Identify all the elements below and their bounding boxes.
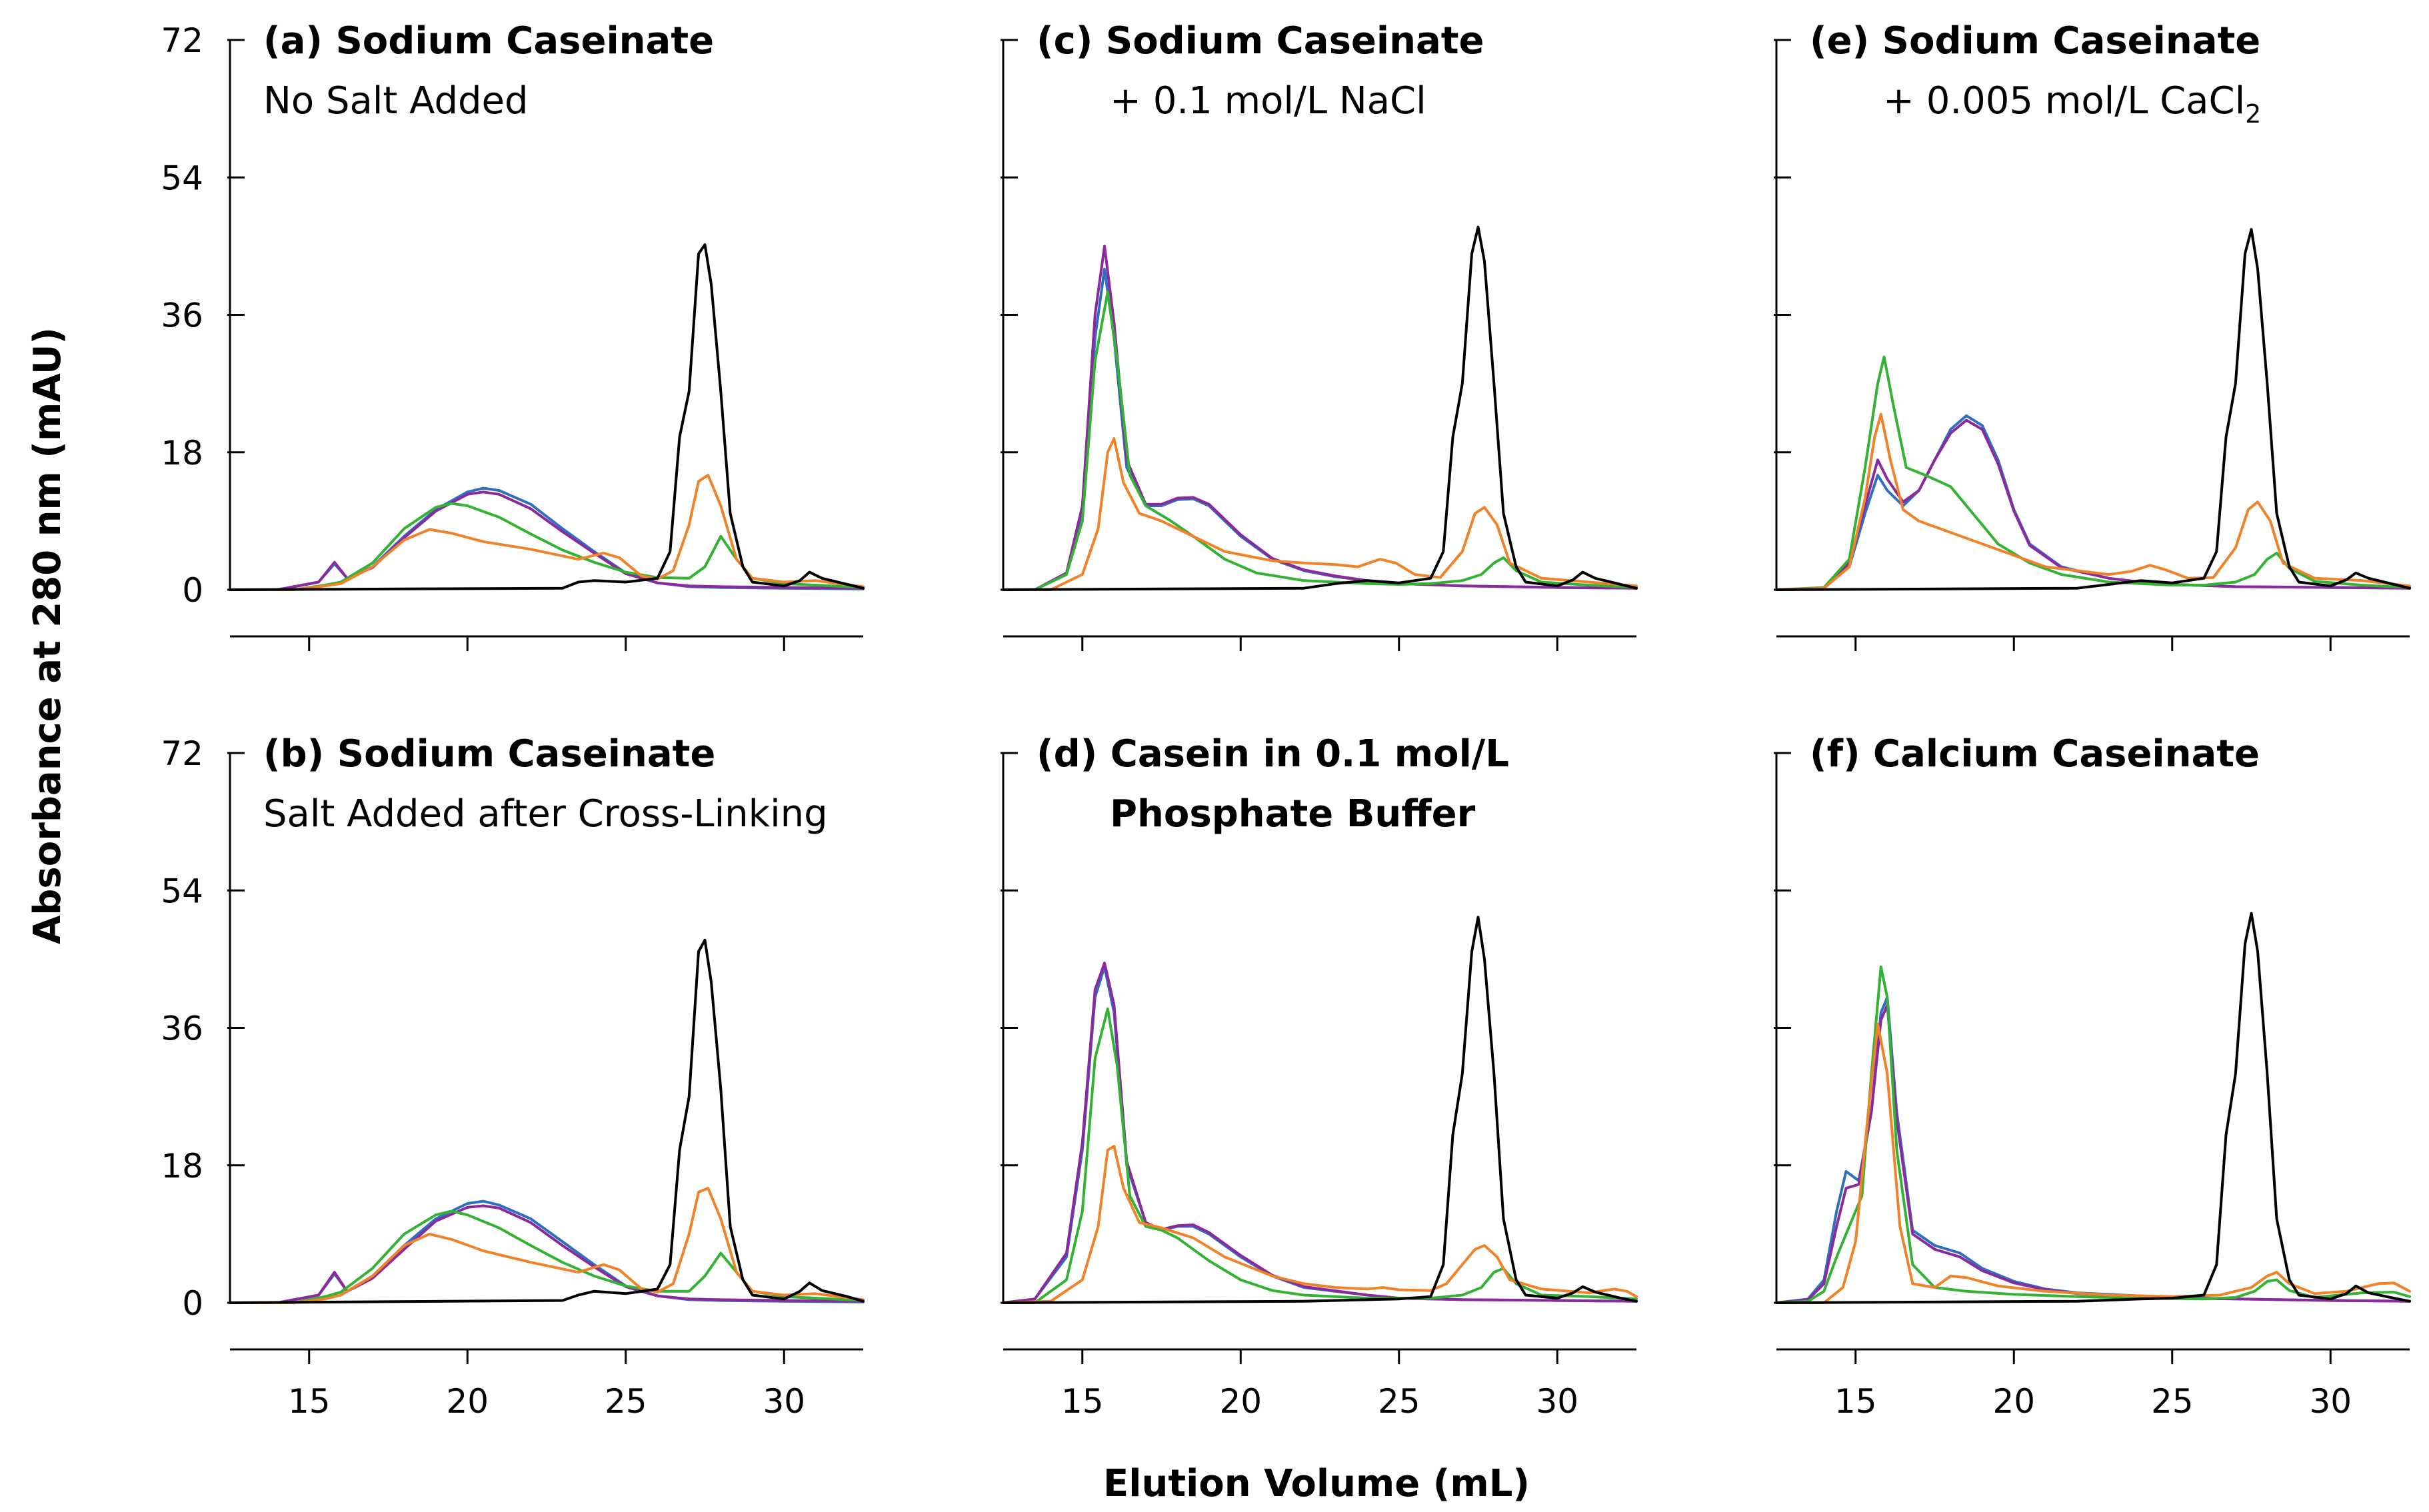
y-tick-label: 36 xyxy=(161,1010,203,1048)
series-line-purple xyxy=(1775,418,2411,591)
series-line-green xyxy=(1775,965,2411,1304)
y-tick-label: 72 xyxy=(161,734,203,773)
x-tick-label: 15 xyxy=(1834,1382,1877,1421)
panel-title: (f) Calcium Caseinate xyxy=(1810,732,2260,776)
y-tick-label: 0 xyxy=(182,571,203,610)
panel-subtitle-text: + 0.005 mol/L CaCl xyxy=(1883,79,2245,123)
x-tick-label: 30 xyxy=(2309,1382,2352,1421)
y-tick-label: 54 xyxy=(161,159,203,197)
series-line-orange xyxy=(1775,1022,2411,1304)
series-line-purple xyxy=(1775,1004,2411,1304)
series-line-black xyxy=(1775,912,2411,1304)
panel-b: 0 18 36 54 72 15 20 25 30 (b) Sodium Caseinate Sal… xyxy=(161,732,865,1421)
panel-subtitle: No Salt Added xyxy=(263,79,529,123)
panel-subtitle-text: Phosphate Buffer xyxy=(1110,792,1476,836)
series-line-orange xyxy=(1775,412,2411,591)
panel-subtitle: + 0.005 mol/L CaCl2 xyxy=(1883,79,2261,129)
panel-subtitle-subscript: 2 xyxy=(2245,99,2261,129)
series-line-blue xyxy=(1002,267,1638,591)
x-tick-label: 20 xyxy=(446,1382,489,1421)
series-line-black xyxy=(1775,228,2411,591)
series-line-purple xyxy=(1002,245,1638,591)
series-line-orange xyxy=(229,1187,865,1304)
panel-e: (e) Sodium Caseinate + 0.005 mol/L CaCl2 xyxy=(1774,19,2411,651)
x-tick-label: 25 xyxy=(2151,1382,2194,1421)
panel-subtitle-text: Salt Added after Cross-Linking xyxy=(263,792,828,836)
series-line-green xyxy=(1002,1007,1638,1304)
x-tick-label: 25 xyxy=(1378,1382,1420,1421)
y-tick-label: 72 xyxy=(161,21,203,60)
x-tick-label: 25 xyxy=(605,1382,647,1421)
y-tick-label: 36 xyxy=(161,297,203,335)
panel-subtitle-text: + 0.1 mol/L NaCl xyxy=(1110,79,1426,123)
panel-subtitle: Phosphate Buffer xyxy=(1110,792,1476,836)
panel-d: 15 20 25 30 (d) Casein in 0.1 mol/L Phosphate… xyxy=(1001,732,1638,1421)
panel-c: (c) Sodium Caseinate + 0.1 mol/L NaCl xyxy=(1001,19,1638,651)
x-tick-label: 20 xyxy=(1219,1382,1262,1421)
y-tick-label: 0 xyxy=(182,1284,203,1323)
panel-title: (a) Sodium Caseinate xyxy=(263,19,714,63)
panel-title: (b) Sodium Caseinate xyxy=(263,732,715,776)
series-line-purple xyxy=(229,490,865,591)
series-line-green xyxy=(1775,355,2411,591)
panel-a: 0 18 36 54 72 (a) Sodium Caseinate No Salt Add… xyxy=(161,19,865,651)
panel-f: 15 20 25 30 (f) Calcium Caseinate xyxy=(1774,732,2411,1421)
x-tick-label: 20 xyxy=(1992,1382,2035,1421)
panel-title: (d) Casein in 0.1 mol/L xyxy=(1037,732,1509,776)
series-line-purple xyxy=(1002,962,1638,1304)
series-line-green xyxy=(229,502,865,591)
y-axis-title: Absorbance at 280 nm (mAU) xyxy=(26,327,69,944)
series-line-black xyxy=(229,243,865,591)
panel-title: (c) Sodium Caseinate xyxy=(1037,19,1484,63)
series-line-orange xyxy=(1002,1145,1638,1304)
x-tick-label: 15 xyxy=(288,1382,331,1421)
series-line-blue xyxy=(1775,414,2411,591)
y-tick-label: 18 xyxy=(161,1147,203,1185)
x-axis-title: Elution Volume (mL) xyxy=(1103,1462,1530,1505)
panels: 0 18 36 54 72 (a) Sodium Caseinate No Salt Add… xyxy=(161,19,2411,1421)
series-line-orange xyxy=(229,474,865,591)
y-tick-label: 18 xyxy=(161,434,203,472)
series-line-black xyxy=(229,938,865,1304)
series-line-orange xyxy=(1002,437,1638,591)
panel-subtitle: Salt Added after Cross-Linking xyxy=(263,792,828,836)
series-line-green xyxy=(1002,291,1638,591)
series-line-purple xyxy=(229,1204,865,1304)
series-line-black xyxy=(1002,916,1638,1304)
x-tick-label: 30 xyxy=(1536,1382,1578,1421)
x-tick-label: 15 xyxy=(1061,1382,1104,1421)
panel-title: (e) Sodium Caseinate xyxy=(1810,19,2260,63)
panel-subtitle: + 0.1 mol/L NaCl xyxy=(1110,79,1426,123)
series-line-green xyxy=(229,1209,865,1304)
x-tick-label: 30 xyxy=(763,1382,805,1421)
panel-subtitle-text: No Salt Added xyxy=(263,79,529,123)
y-tick-label: 54 xyxy=(161,872,203,910)
series-line-blue xyxy=(1775,996,2411,1304)
series-line-blue xyxy=(1002,965,1638,1304)
series-line-black xyxy=(1002,225,1638,591)
